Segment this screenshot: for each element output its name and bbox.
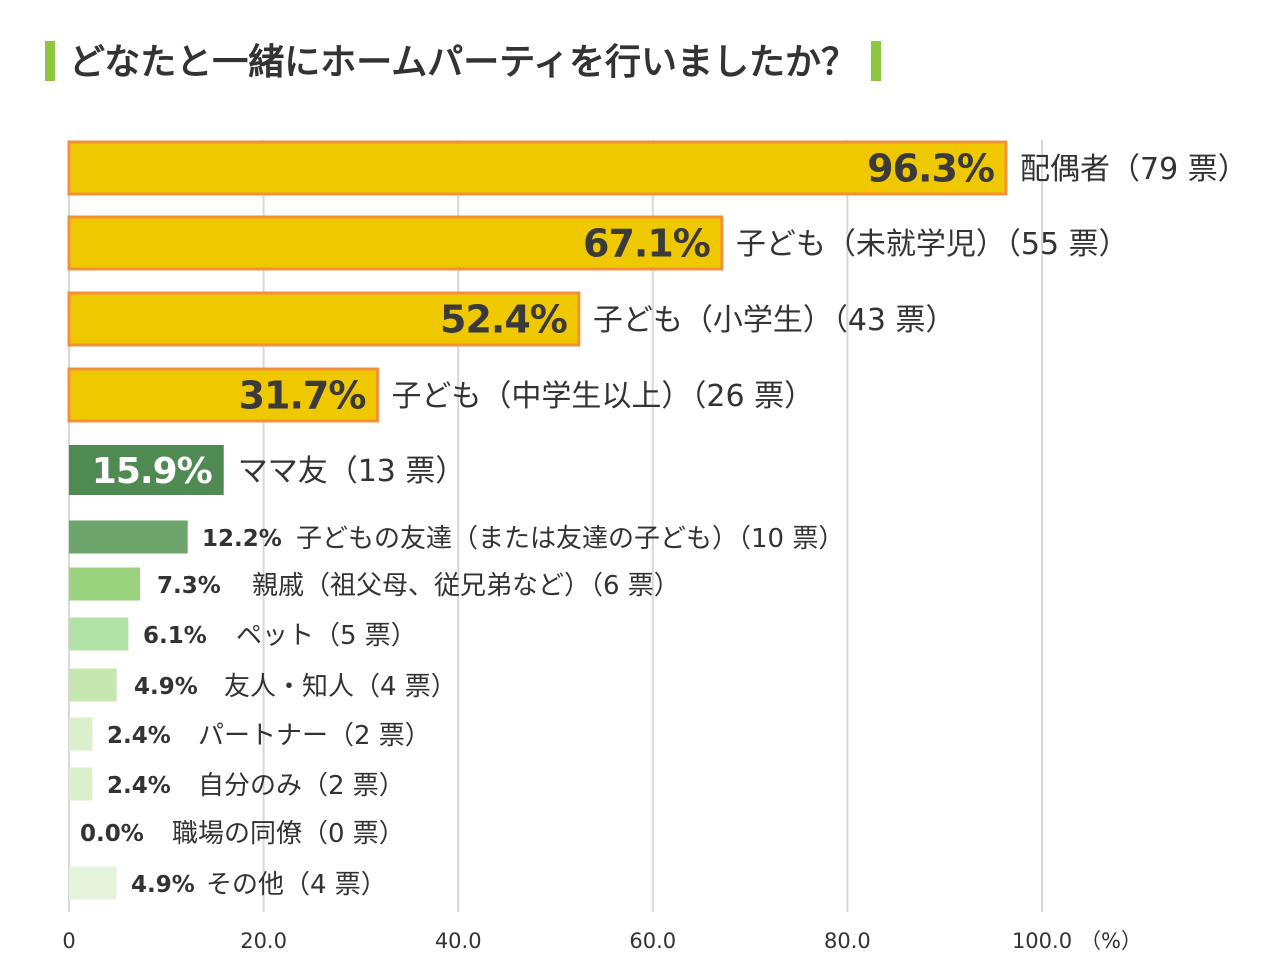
bar-value-label: 67.1% <box>583 222 710 266</box>
x-tick-label: 60.0 <box>629 929 676 953</box>
bar-value-label: 4.9% <box>134 674 198 700</box>
title-marker-right <box>871 41 882 81</box>
x-tick-label: 100.0 <box>1012 929 1072 953</box>
bar <box>69 717 93 751</box>
x-tick-label: 0 <box>62 929 75 953</box>
bar-value-label: 12.2% <box>202 526 282 552</box>
bar-category-label: ペット（5 票） <box>236 621 417 651</box>
bar-value-label: 7.3% <box>157 573 221 599</box>
bar-value-label: 96.3% <box>867 147 994 191</box>
bar-category-label: その他（4 票） <box>206 870 387 900</box>
bar <box>69 567 141 601</box>
bar-category-label: 子ども（小学生）（43 票） <box>593 303 956 338</box>
bar <box>69 668 117 702</box>
bar <box>69 520 188 554</box>
x-tick-label: 40.0 <box>435 929 482 953</box>
bar-category-label: 自分のみ（2 票） <box>198 771 405 801</box>
x-tick-label: 80.0 <box>824 929 871 953</box>
bar-value-label: 0.0% <box>80 821 144 847</box>
x-tick-label: 20.0 <box>240 929 287 953</box>
bar-category-label: パートナー（2 票） <box>198 721 431 751</box>
bar-value-label: 15.9% <box>92 451 212 492</box>
bar-category-label: 子どもの友達（または友達の子ども）（10 票） <box>296 524 844 554</box>
bar-value-label: 2.4% <box>107 723 171 749</box>
title-marker-left <box>45 41 55 81</box>
bar-category-label: ママ友（13 票） <box>238 454 466 489</box>
chart-title-text: どなたと一緒にホームパーティを行いましたか？ <box>69 42 858 83</box>
bar <box>69 617 129 651</box>
bar-category-label: 職場の同僚（0 票） <box>172 819 405 849</box>
bar <box>69 866 117 900</box>
bar-value-label: 31.7% <box>239 374 366 418</box>
bar <box>67 140 1008 196</box>
bar-category-label: 親戚（祖父母、従兄弟など）（6 票） <box>252 571 680 601</box>
bar-value-label: 52.4% <box>440 298 567 342</box>
bar-category-label: 配偶者（79 票） <box>1020 152 1248 187</box>
bar-category-label: 子ども（未就学児）（55 票） <box>736 227 1129 262</box>
bar <box>69 767 93 801</box>
bar <box>67 215 724 271</box>
bar-value-label: 2.4% <box>107 773 171 799</box>
x-axis-unit: （%） <box>1080 929 1142 953</box>
bar-category-label: 友人・知人（4 票） <box>224 672 457 702</box>
chart-title: どなたと一緒にホームパーティを行いましたか？ <box>45 38 882 88</box>
bar <box>67 367 379 423</box>
bar <box>69 445 224 495</box>
bar-value-label: 4.9% <box>131 872 195 898</box>
bar <box>67 291 581 347</box>
bar-value-label: 6.1% <box>143 623 207 649</box>
bar-category-label: 子ども（中学生以上）（26 票） <box>391 379 814 414</box>
